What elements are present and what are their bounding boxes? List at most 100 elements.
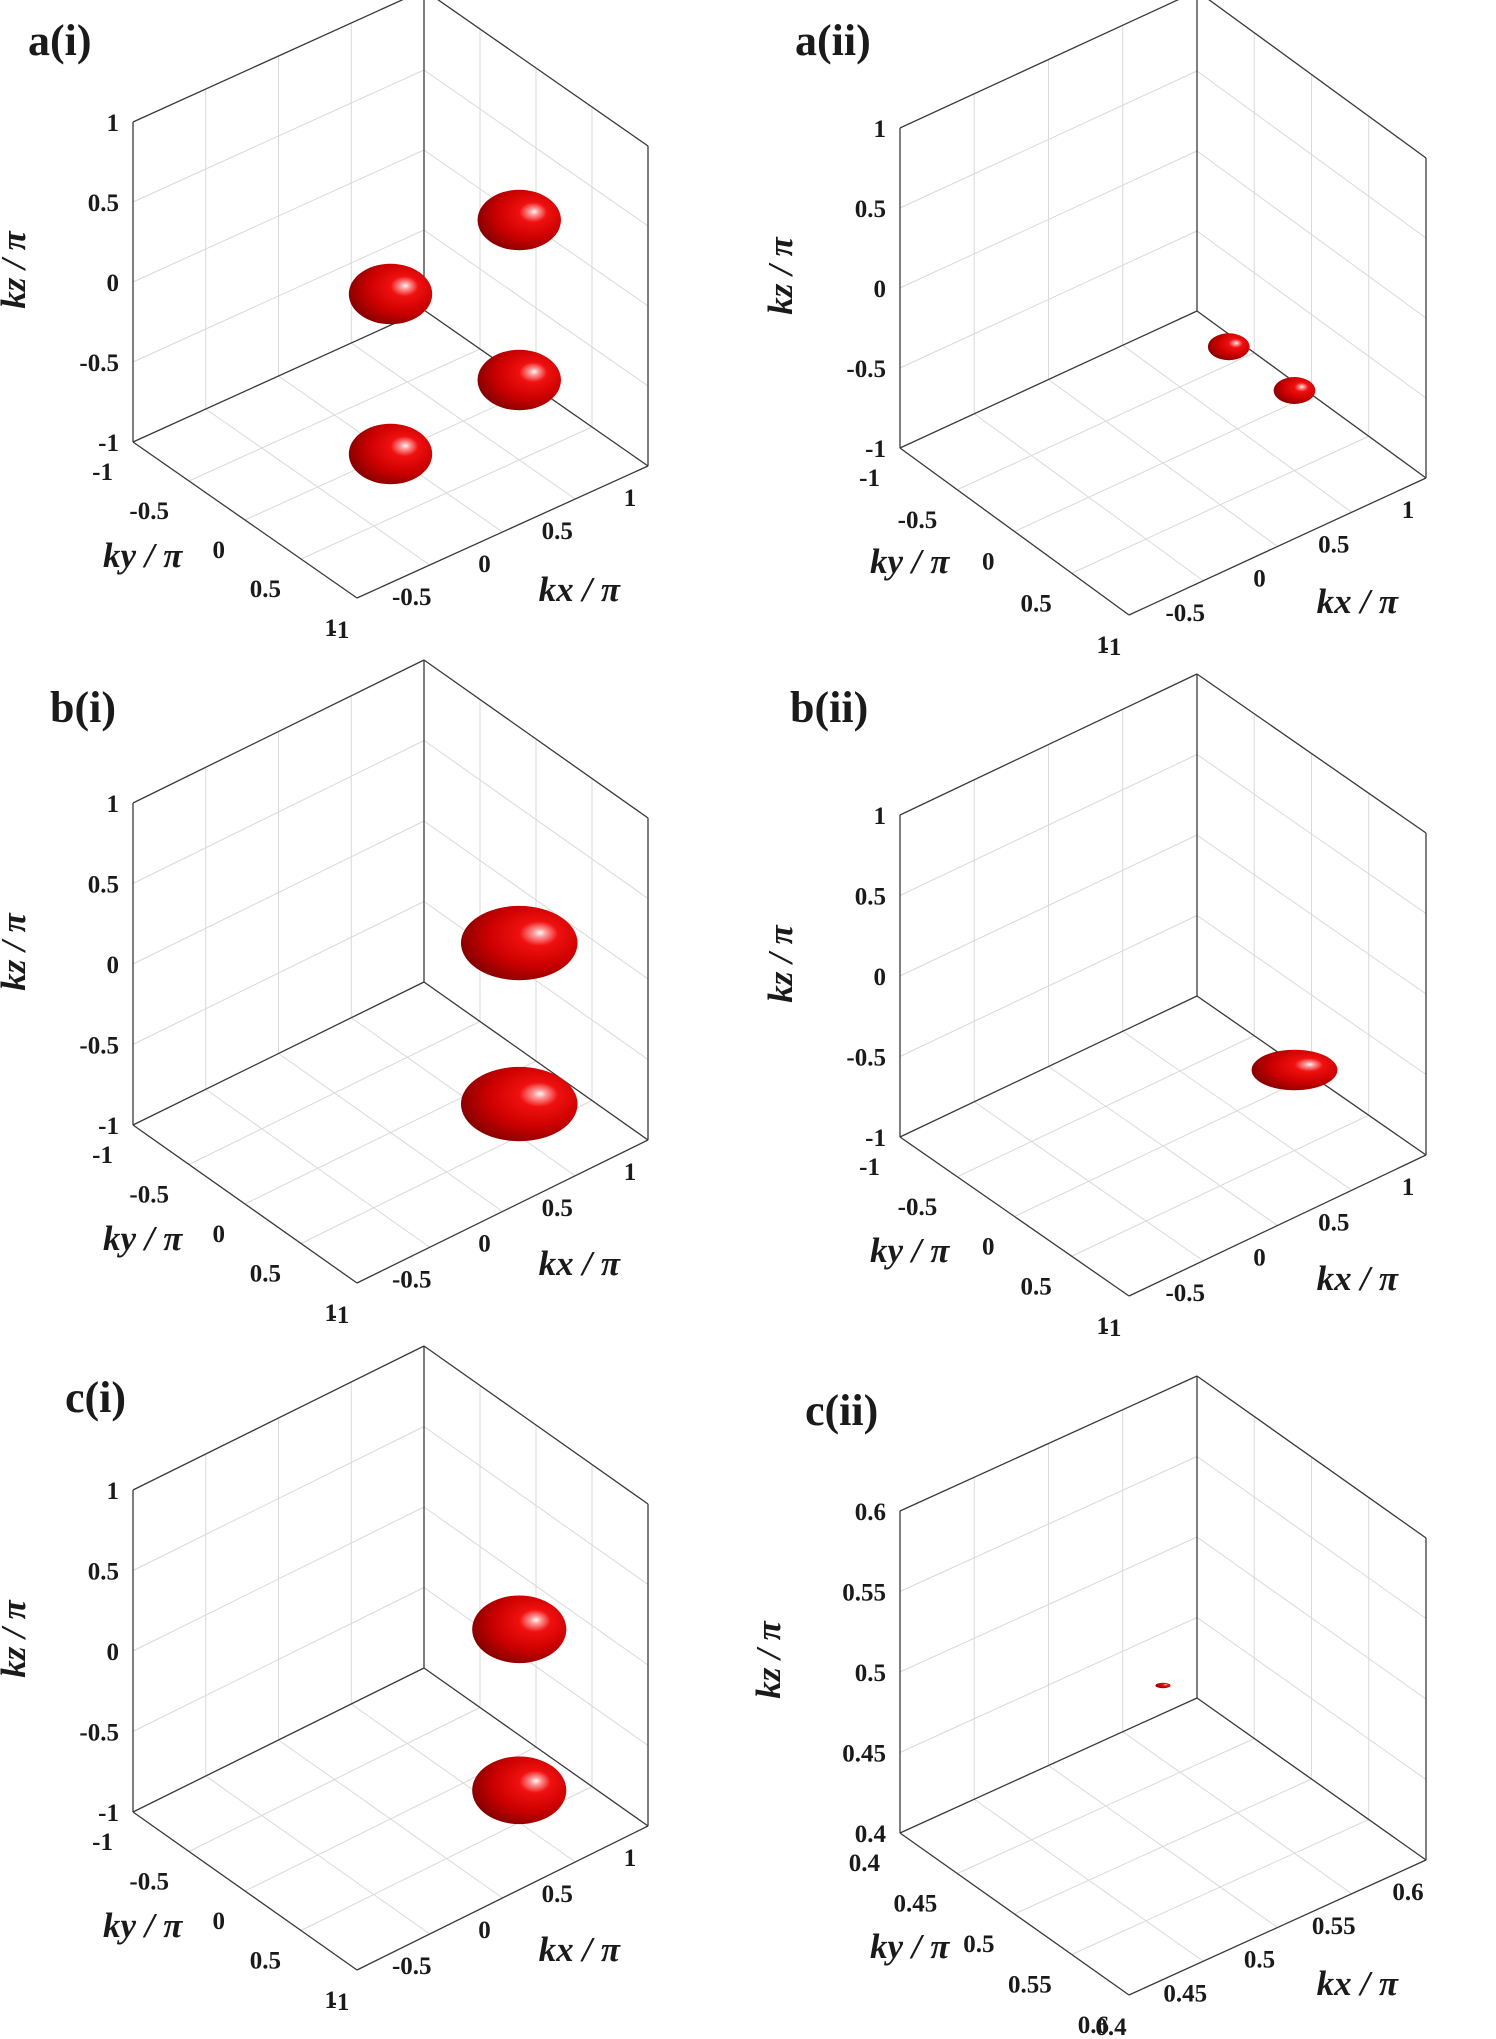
z-tick-label: -1 — [865, 1125, 886, 1152]
z-tick-label: 1 — [874, 116, 887, 143]
y-axis-label: ky / π — [103, 1906, 183, 1945]
box-edge — [132, 1667, 425, 1813]
gridline-wall-z — [899, 150, 1198, 289]
box-edge — [899, 0, 1180, 129]
fermi-pocket — [348, 423, 433, 485]
x-axis-label: kx / π — [1317, 1259, 1399, 1298]
fermi-pockets — [1155, 1682, 1171, 1689]
axes-box — [899, 0, 1427, 616]
x-axis-label: kx / π — [1317, 582, 1399, 621]
gridline-floor-y — [1071, 1819, 1369, 1955]
fermi-pocket — [472, 1595, 567, 1664]
gridline-floor-y — [1071, 1114, 1369, 1257]
z-tick-label: 0.5 — [88, 1559, 119, 1586]
x-tick-label: 1 — [624, 1159, 637, 1186]
box-edge — [132, 659, 425, 804]
fermi-pockets — [472, 1595, 567, 1825]
y-tick-label: 0.6 — [1078, 2012, 1109, 2039]
gridline-floor-y — [1014, 394, 1312, 532]
z-tick-label: -0.5 — [79, 1033, 119, 1060]
box-edge — [132, 1124, 358, 1284]
z-axis-label: kz / π — [0, 1599, 33, 1677]
box-edge — [899, 447, 1130, 616]
x-tick-label: 0 — [478, 1231, 491, 1258]
gridline-wall-z — [1196, 230, 1427, 399]
z-tick-label: 0.5 — [855, 884, 886, 911]
gridline-wall-z — [423, 1506, 649, 1666]
z-tick-label: 0 — [874, 276, 887, 303]
x-tick-label: 1 — [624, 1845, 637, 1872]
z-tick-label: -0.5 — [79, 350, 119, 377]
z-tick-label: 1 — [107, 110, 120, 137]
gridline-wall-z — [899, 754, 1198, 896]
y-tick-label: 1 — [1097, 1313, 1110, 1340]
fermi-pockets — [1207, 333, 1316, 404]
box-edge — [132, 981, 425, 1126]
panel-label: a(ii) — [795, 16, 871, 65]
box-edge — [899, 310, 1198, 449]
gridline-wall-z — [132, 740, 425, 884]
gridline-floor-y — [188, 348, 481, 482]
y-tick-label: 0.5 — [1021, 1273, 1052, 1300]
y-tick-label: -0.5 — [129, 498, 169, 525]
gridline-wall-z — [899, 834, 1198, 977]
box-edge — [423, 981, 649, 1141]
x-tick-label: -0.5 — [1165, 1280, 1205, 1307]
x-tick-label: -1 — [329, 1989, 350, 2016]
z-axis-label: kz / π — [761, 924, 800, 1002]
gridline-floor-y — [1014, 1778, 1312, 1915]
x-tick-label: 0 — [1253, 566, 1266, 593]
gridline-wall-z — [1196, 150, 1427, 319]
gridline-floor-y — [957, 1035, 1255, 1178]
gridline-wall-z — [899, 1536, 1198, 1673]
y-axis-label: ky / π — [103, 1219, 183, 1258]
x-tick-label: -0.5 — [1165, 600, 1205, 627]
box-edge — [132, 441, 358, 599]
x-tick-label: 0.4 — [1095, 2014, 1127, 2039]
z-tick-label: -0.5 — [846, 1045, 886, 1072]
box-edge — [1196, 673, 1427, 834]
y-tick-label: 0.5 — [250, 576, 281, 603]
gridline-wall-z — [899, 70, 1198, 209]
z-tick-label: 0 — [107, 952, 120, 979]
y-tick-label: -0.5 — [898, 507, 938, 534]
box-edge — [899, 1697, 1198, 1834]
x-tick-label: -0.5 — [392, 1266, 432, 1293]
gridline-floor-y — [188, 1707, 481, 1852]
gridline-wall-z — [1196, 1456, 1427, 1619]
box-edge — [423, 1667, 649, 1827]
y-tick-label: 0 — [213, 1221, 226, 1248]
box-edge — [899, 995, 1198, 1138]
box-edge — [437, 0, 649, 147]
y-tick-label: -1 — [92, 1142, 113, 1169]
gridline-floor-y — [1071, 435, 1369, 574]
panel-label: c(i) — [65, 1373, 126, 1422]
box-edge — [356, 465, 649, 599]
fermi-pocket — [472, 1756, 567, 1825]
z-tick-label: -0.5 — [79, 1720, 119, 1747]
panel-c-ii: 0.40.450.50.550.60.40.450.50.550.60.40.4… — [749, 1375, 1427, 2039]
z-tick-label: 0 — [107, 1639, 120, 1666]
x-axis-label: kx / π — [539, 570, 621, 609]
axis-labels: kx / π ky / π kz / π — [0, 1599, 621, 1969]
fermi-pocket — [1155, 1682, 1171, 1689]
y-tick-label: 0 — [213, 537, 226, 564]
x-tick-label: 0.55 — [1312, 1913, 1356, 1940]
x-tick-label: -0.5 — [392, 1953, 432, 1980]
gridline-floor-y — [188, 1021, 481, 1165]
z-tick-label: 1 — [107, 1478, 120, 1505]
y-tick-label: 0.5 — [250, 1261, 281, 1288]
gridline-floor-y — [1014, 1075, 1312, 1217]
tick-labels: -1-0.500.51-1-0.500.51-1-0.500.51 — [79, 791, 636, 1329]
x-tick-label: 0.5 — [1244, 1947, 1275, 1974]
box-edge — [899, 1136, 1130, 1297]
box-edge — [1128, 1859, 1427, 1996]
axis-labels: kx / π ky / π kz / π — [761, 924, 1399, 1298]
fermi-pocket — [348, 263, 433, 325]
z-tick-label: 0.6 — [855, 1499, 886, 1526]
fermi-pocket — [477, 189, 561, 251]
